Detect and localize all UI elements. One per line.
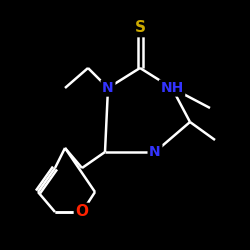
Text: O: O <box>76 204 88 220</box>
Text: NH: NH <box>160 81 184 95</box>
Text: N: N <box>102 81 114 95</box>
Text: N: N <box>149 145 161 159</box>
Text: S: S <box>134 20 145 36</box>
